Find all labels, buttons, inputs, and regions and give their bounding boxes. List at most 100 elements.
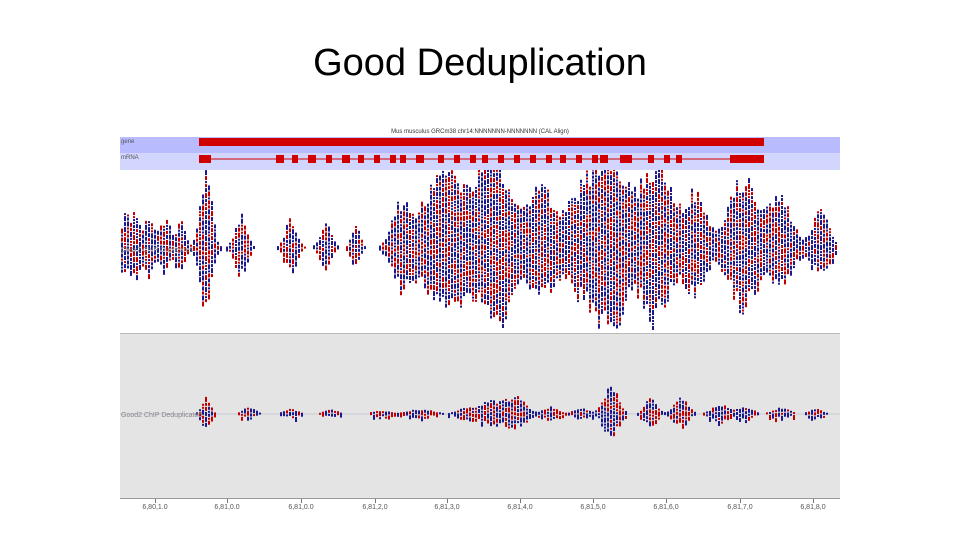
read [250,417,252,420]
read [568,236,570,240]
read [688,292,690,295]
read [784,266,786,271]
read [655,277,657,283]
read [160,261,162,265]
read [178,262,180,268]
read [637,412,639,416]
read [469,417,471,422]
gene-track[interactable]: gene [120,137,840,153]
read [424,265,426,270]
read [568,412,570,416]
duplicates-panel[interactable]: Cbsx2 ChIP Duplicates [120,170,840,334]
read [328,260,330,265]
read [478,271,480,274]
read [502,189,504,191]
read [196,412,198,416]
read [574,275,576,279]
read [559,228,561,232]
read [406,234,408,240]
read [634,234,636,240]
read [205,281,207,287]
read [544,232,546,235]
read [640,230,642,236]
read [541,231,543,234]
read [505,421,507,427]
read [670,235,672,237]
read [472,275,474,278]
read [514,286,516,289]
read [463,184,465,189]
read [628,243,630,248]
read [817,244,819,250]
deduplicated-panel[interactable]: Good2 ChIP Deduplicated [120,334,840,498]
read [667,211,669,215]
read [814,236,816,240]
read [652,290,654,294]
read [529,263,531,268]
read [487,209,489,214]
read [592,293,594,299]
read [670,205,672,209]
read [295,417,297,422]
read [205,170,207,176]
read [592,217,594,223]
read [499,216,501,221]
read [481,281,483,287]
read [667,290,669,294]
read [202,260,204,265]
read [589,222,591,227]
read [166,251,168,256]
read [742,306,744,309]
read [190,247,192,252]
read [676,207,678,211]
read [622,202,624,205]
read [214,412,216,418]
read [460,295,462,299]
read [496,232,498,235]
read [508,287,510,292]
read [826,262,828,265]
read [409,415,411,420]
mrna-track[interactable]: mRNA [120,153,840,170]
read [622,250,624,256]
read [460,416,462,420]
read [583,295,585,300]
read [538,235,540,240]
read [574,234,576,238]
read [712,248,714,252]
read [469,224,471,228]
read [544,189,546,193]
read [556,247,558,252]
read [436,175,438,178]
read [748,210,750,216]
read [199,214,201,217]
read [751,265,753,268]
read [169,249,171,252]
read [451,278,453,284]
read [568,216,570,219]
read [670,254,672,259]
read [592,187,594,190]
read [598,181,600,187]
read [826,237,828,241]
read [499,286,501,292]
read [640,251,642,255]
read [418,252,420,256]
read [610,414,612,419]
read [589,303,591,309]
read [532,214,534,216]
read [745,197,747,202]
read [622,236,624,239]
read [466,276,468,281]
read [625,241,627,247]
read [199,211,201,214]
read [532,260,534,264]
read [787,254,789,259]
read [490,290,492,296]
read [601,255,603,260]
read [745,270,747,275]
read [550,213,552,218]
read [121,261,123,266]
deduplicated-panel-label: Good2 ChIP Deduplicated [121,412,203,419]
read [133,263,135,269]
